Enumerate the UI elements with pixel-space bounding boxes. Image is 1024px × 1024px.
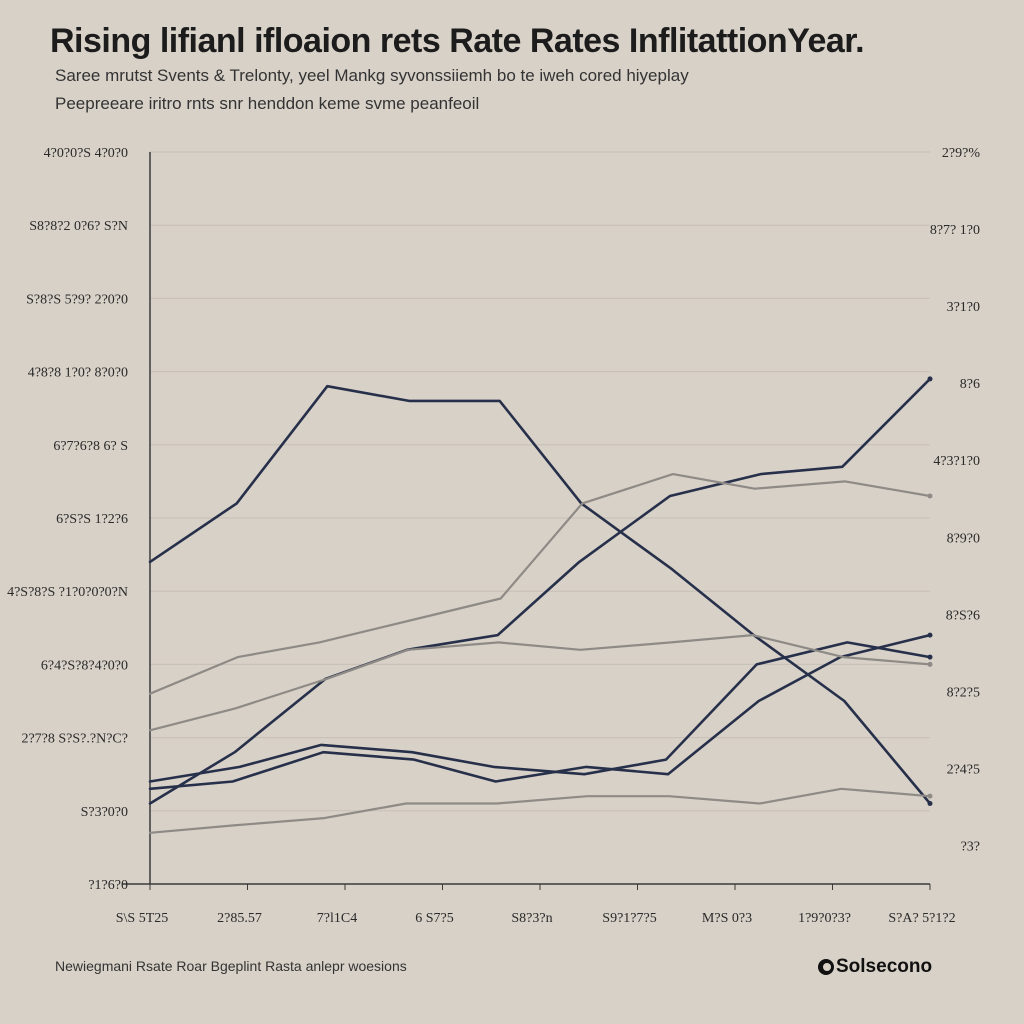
y-tick-label-right: 8?2?5 <box>947 685 980 700</box>
y-tick-label-right: 2?4?5 <box>947 762 980 777</box>
series-line-3 <box>148 641 932 783</box>
y-tick-label-left: 6?7?6?8 6? S <box>53 439 128 454</box>
y-tick-label-right: 3?1?0 <box>947 300 980 315</box>
y-tick-label-right: ?3? <box>961 839 980 854</box>
series-end-point-3 <box>927 654 933 660</box>
x-tick-label: S\S 5T25 <box>116 911 169 926</box>
axes <box>122 152 930 885</box>
series-line-5 <box>148 633 932 732</box>
brand-name: Solsecono <box>836 956 933 977</box>
x-tick-label: 1?9?0?3? <box>798 911 851 926</box>
y-tick-label-left: S8?8?2 0?6? S?N <box>29 219 128 234</box>
y-tick-labels-left: 4?0?0?S 4?0?0 S8?8?2 0?6? S?N S?8?S 5?9? 2… <box>7 146 128 893</box>
y-tick-label-right: 8?7? 1?0 <box>930 223 980 238</box>
series-line-4 <box>148 473 932 695</box>
brand-logo: Solsecono <box>818 956 932 978</box>
y-tick-label-right: 8?9?0 <box>947 531 980 546</box>
x-tick-label: 7?l1C4 <box>317 911 357 926</box>
x-tick-label: 2?85.57 <box>217 911 262 926</box>
x-tick-label: S8?3?n <box>511 911 552 926</box>
x-tick-label: S?A? 5?1?2 <box>888 911 955 926</box>
chart-title: Rising lifianl ifloaion rets Rate Rates … <box>50 22 865 60</box>
y-tick-labels-right: 2?9?% 8?7? 1?0 3?1?0 8?6 4?3?1?0 8?9?0 8?S?6 8?… <box>930 146 980 854</box>
brand-icon <box>818 959 834 975</box>
series-line-1 <box>148 377 932 805</box>
y-tick-label-right: 8?S?6 <box>946 608 980 623</box>
y-tick-label-left: ?1?6?0 <box>88 878 128 893</box>
x-tick-label: 6 S7?5 <box>415 911 454 926</box>
y-tick-label-right: 8?6 <box>960 377 980 392</box>
x-tick-labels: S\S 5T25 2?85.57 7?l1C4 6 S7?5 S8?3?n S9?1?7?… <box>116 884 956 926</box>
series-end-point-0 <box>927 800 933 806</box>
y-tick-label-left: 6?4?S?8?4?0?0 <box>41 658 128 673</box>
series-line-2 <box>148 633 932 791</box>
x-tick-label: S9?1?7?5 <box>602 911 656 926</box>
y-tick-label-left: 6?S?S 1?2?6 <box>56 512 128 527</box>
series-end-point-4 <box>927 493 933 499</box>
y-tick-label-left: 4?S?8?S ?1?0?0?0?N <box>7 585 128 600</box>
series-line-6 <box>148 787 932 834</box>
footer-note: Newiegmani Rsate Roar Bgeplint Rasta anl… <box>55 958 407 974</box>
series-lines <box>148 376 933 834</box>
x-tick-label: M?S 0?3 <box>702 911 752 926</box>
chart-subtitle-1: Saree mrutst Svents & Trelonty, yeel Man… <box>55 66 689 85</box>
y-tick-label-left: S?3?0?0 <box>81 805 128 820</box>
y-tick-label-right: 2?9?% <box>942 146 980 161</box>
y-tick-label-left: 4?0?0?S 4?0?0 <box>44 146 128 161</box>
series-end-point-1 <box>927 376 933 382</box>
series-end-point-6 <box>927 793 933 799</box>
y-tick-label-left: 2?7?8 S?S?.?N?C? <box>21 732 128 747</box>
y-tick-label-right: 4?3?1?0 <box>933 454 980 469</box>
series-end-point-2 <box>927 632 933 638</box>
series-line-0 <box>148 384 932 805</box>
y-tick-label-left: 4?8?8 1?0? 8?0?0 <box>28 366 128 381</box>
y-tick-label-left: S?8?S 5?9? 2?0?0 <box>26 292 128 307</box>
chart-subtitle-2: Peepreeare iritro rnts snr henddon keme … <box>55 94 480 113</box>
series-end-point-5 <box>927 661 933 667</box>
